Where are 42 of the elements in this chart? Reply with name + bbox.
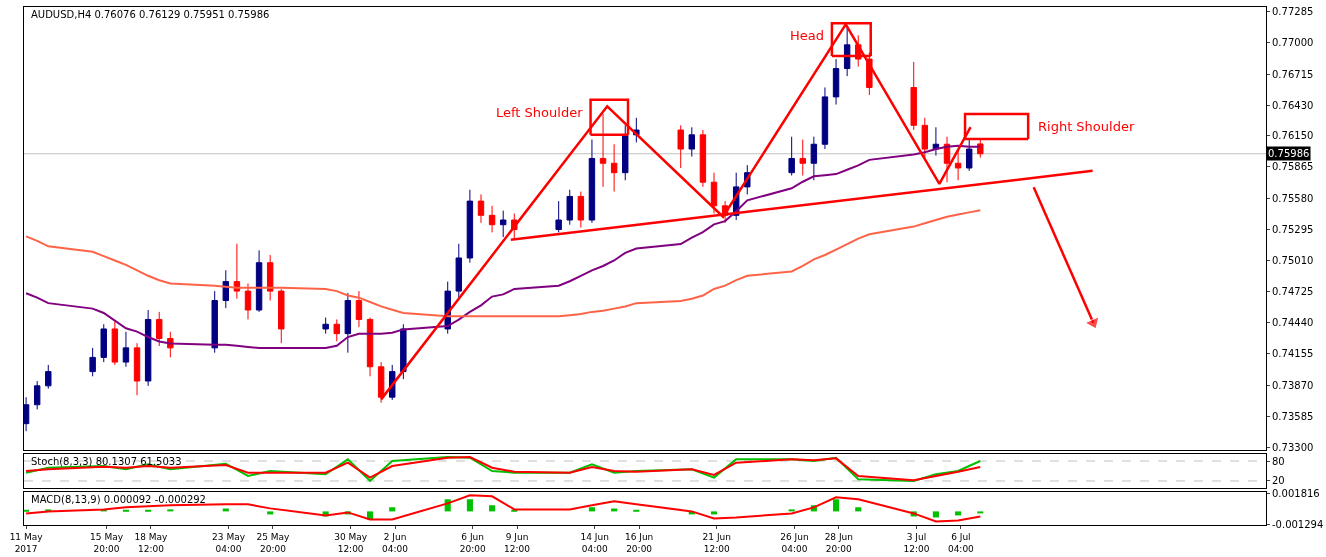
y-tick-label: 0.76715 — [1272, 68, 1314, 80]
x-tick-label: 2 Jun 04:00 — [382, 531, 409, 554]
x-tick-label: 6 Jul 04:00 — [947, 531, 975, 554]
y-tick-label: 0.75295 — [1272, 223, 1314, 235]
y-tick-label: 80 — [1272, 455, 1285, 467]
ref-line-label: 0.75986 — [1268, 148, 1310, 159]
annotation: Left Shoulder — [496, 105, 584, 120]
chart-title: Stoch(8,3,3) 80.1307 61.5033 — [31, 456, 182, 467]
x-tick-label: 11 May 2017 — [9, 531, 44, 554]
annotation: Right Shoulder — [1038, 119, 1135, 134]
x-tick-label: 26 Jun 04:00 — [780, 531, 809, 554]
y-tick-label: 0.76150 — [1272, 130, 1314, 142]
y-tick-label: 0.73870 — [1272, 379, 1314, 391]
y-tick-label: 0.74725 — [1272, 286, 1314, 298]
x-tick-label: 16 Jun 20:00 — [624, 531, 654, 554]
y-tick-label: 0.001816 — [1272, 487, 1320, 499]
y-tick-label: 0.76430 — [1272, 99, 1314, 111]
x-tick-label: 25 May 20:00 — [256, 531, 291, 554]
x-tick-label: 15 May 20:00 — [90, 531, 124, 554]
y-tick-label: 0.73585 — [1272, 410, 1314, 422]
x-tick-label: 21 Jun 12:00 — [702, 531, 731, 554]
chart-title: MACD(8,13,9) 0.000092 -0.000292 — [31, 494, 206, 505]
y-tick-label: 0.74440 — [1272, 317, 1314, 329]
y-tick-label: 0.73300 — [1272, 441, 1314, 453]
x-tick-label: 18 May 12:00 — [134, 531, 169, 554]
x-tick-label: 3 Jul 12:00 — [903, 531, 930, 554]
x-tick-label: 23 May 04:00 — [212, 531, 246, 554]
x-tick-label: 14 Jun 04:00 — [580, 531, 609, 554]
y-tick-label: 0.74155 — [1272, 348, 1314, 360]
y-tick-label: 0.77285 — [1272, 6, 1314, 18]
x-tick-label: 6 Jun 20:00 — [459, 531, 486, 554]
x-tick-label: 30 May 12:00 — [334, 531, 368, 554]
y-tick-label: -0.001294 — [1272, 518, 1324, 530]
x-tick-label: 9 Jun 12:00 — [504, 531, 531, 554]
y-tick-label: 0.75010 — [1272, 254, 1314, 266]
y-tick-label: 0.75580 — [1272, 192, 1314, 204]
y-tick-label: 0.77000 — [1272, 37, 1314, 49]
y-tick-label: 0.75865 — [1272, 161, 1314, 173]
y-tick-label: 20 — [1272, 475, 1285, 487]
x-tick-label: 28 Jun 20:00 — [824, 531, 854, 554]
annotation: Head — [790, 28, 824, 43]
chart-title: AUDUSD,H4 0.76076 0.76129 0.75951 0.75986 — [31, 9, 270, 20]
